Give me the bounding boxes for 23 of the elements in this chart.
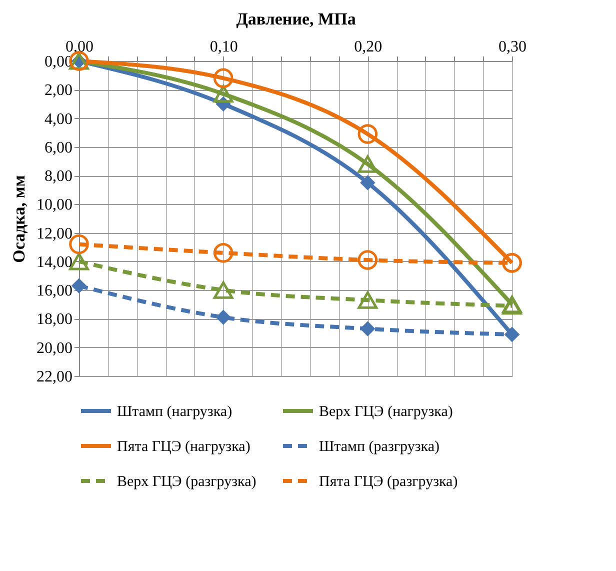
y-tick-label: 16,00 (36, 282, 72, 300)
legend-label: Штамп (разгрузка) (319, 439, 440, 455)
y-tick-label: 10,00 (36, 196, 72, 214)
y-axis-title: Осадка, мм (10, 174, 28, 263)
y-tick-label: 8,00 (44, 168, 72, 186)
x-axis-title: Давление, МПа (236, 10, 356, 28)
y-tick-label: 12,00 (36, 225, 72, 242)
y-tick-label: 18,00 (36, 311, 72, 328)
y-tick-label: 4,00 (44, 110, 72, 128)
y-tick-label: 20,00 (36, 340, 72, 357)
legend-label: Пята ГЦЭ (разгрузка) (319, 474, 458, 490)
x-tick-label: 0,00 (66, 38, 94, 56)
y-tick-label: 6,00 (44, 139, 72, 156)
legend-label: Верх ГЦЭ (разгрузка) (117, 474, 256, 490)
legend-label: Штамп (нагрузка) (117, 404, 232, 420)
y-tick-label: 2,00 (44, 82, 72, 100)
y-tick-label: 14,00 (36, 254, 72, 271)
y-tick-label: 22,00 (36, 368, 72, 386)
x-tick-label: 0,20 (354, 38, 382, 56)
legend-label: Пята ГЦЭ (нагрузка) (117, 439, 250, 455)
x-tick-label: 0,30 (498, 38, 526, 56)
legend-label: Верх ГЦЭ (нагрузка) (319, 404, 453, 420)
x-tick-label: 0,10 (210, 38, 238, 56)
